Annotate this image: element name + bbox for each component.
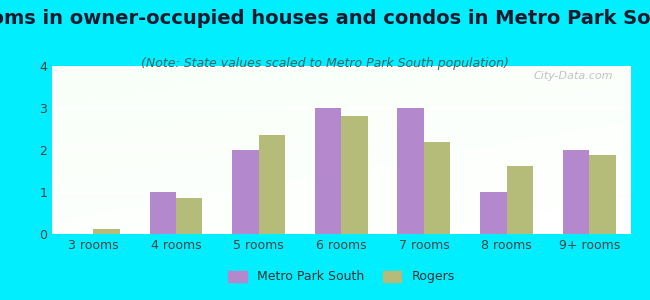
Bar [315, 108, 341, 234]
Bar [232, 150, 259, 234]
Bar [176, 198, 202, 234]
Text: (Note: State values scaled to Metro Park South population): (Note: State values scaled to Metro Park… [141, 57, 509, 70]
Bar [424, 142, 450, 234]
Text: Rooms in owner-occupied houses and condos in Metro Park South: Rooms in owner-occupied houses and condo… [0, 9, 650, 28]
Bar [480, 192, 506, 234]
Bar [259, 135, 285, 234]
Bar [506, 166, 533, 234]
Bar [150, 192, 176, 234]
Bar [563, 150, 589, 234]
Bar [341, 116, 368, 234]
Text: City-Data.com: City-Data.com [534, 71, 613, 81]
Bar [94, 229, 120, 234]
Bar [397, 108, 424, 234]
Legend: Metro Park South, Rogers: Metro Park South, Rogers [228, 271, 454, 284]
Bar [589, 155, 616, 234]
